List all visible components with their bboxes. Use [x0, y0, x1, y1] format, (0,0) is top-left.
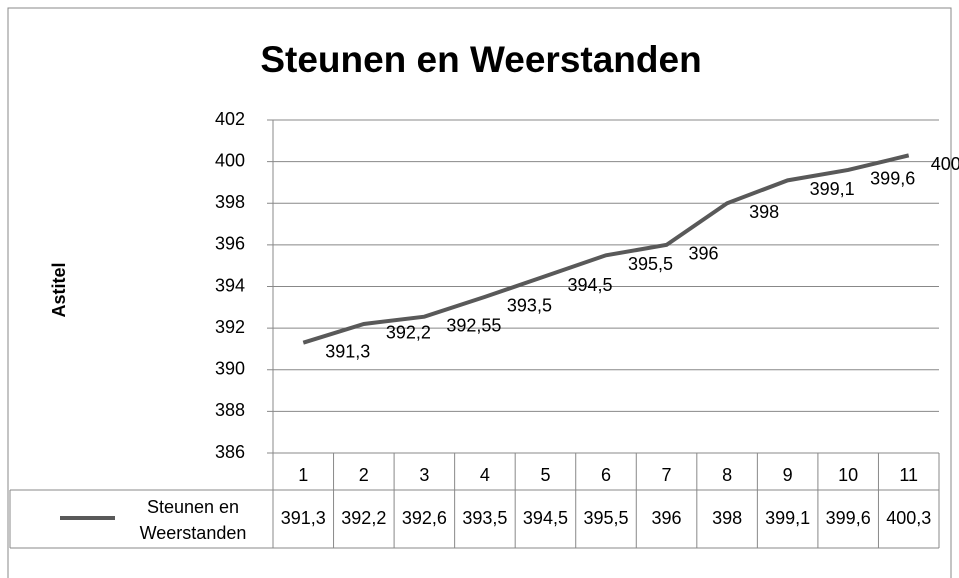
data-label: 393,5: [507, 296, 552, 316]
x-tick-label: 3: [419, 465, 429, 485]
series-line: [302, 153, 910, 345]
table-value: 395,5: [583, 508, 628, 528]
y-tick-label: 400: [215, 150, 245, 170]
table-value: 394,5: [523, 508, 568, 528]
x-tick-label: 5: [540, 465, 550, 485]
x-tick-label: 7: [662, 465, 672, 485]
data-label: 391,3: [325, 341, 370, 361]
data-label: 392,2: [386, 323, 431, 343]
y-tick-label: 388: [215, 400, 245, 420]
x-tick-label: 11: [899, 465, 918, 485]
chart-title: Steunen en Weerstanden: [260, 39, 701, 80]
y-tick-label: 394: [215, 275, 245, 295]
data-label: 392,55: [446, 315, 501, 335]
table-value: 398: [712, 508, 742, 528]
data-label: 399,1: [810, 179, 855, 199]
table-value: 399,6: [826, 508, 871, 528]
y-tick-label: 396: [215, 234, 245, 254]
table-value: 393,5: [462, 508, 507, 528]
table-value: 391,3: [281, 508, 326, 528]
y-tick-label: 398: [215, 192, 245, 212]
y-tick-label: 392: [215, 317, 245, 337]
data-label: 400,3: [931, 154, 959, 174]
data-label: 394,5: [567, 275, 612, 295]
x-tick-label: 6: [601, 465, 611, 485]
data-label: 395,5: [628, 254, 673, 274]
table-value: 400,3: [886, 508, 931, 528]
x-tick-label: 2: [359, 465, 369, 485]
x-tick-label: 9: [783, 465, 793, 485]
y-tick-label: 390: [215, 359, 245, 379]
data-label: 399,6: [870, 169, 915, 189]
x-tick-label: 4: [480, 465, 490, 485]
y-axis-title: Astitel: [49, 262, 69, 317]
table-value: 399,1: [765, 508, 810, 528]
data-label: 398: [749, 202, 779, 222]
chart-border: [7, 7, 952, 578]
y-tick-label: 402: [215, 109, 245, 129]
legend-label: Steunen en Weerstanden: [139, 497, 247, 543]
data-label: 396: [689, 244, 719, 264]
table-value: 392,6: [402, 508, 447, 528]
x-tick-label: 10: [838, 465, 858, 485]
table-value: 396: [652, 508, 682, 528]
x-tick-label: 1: [298, 465, 308, 485]
table-value: 392,2: [341, 508, 386, 528]
x-tick-label: 8: [722, 465, 732, 485]
y-tick-label: 386: [215, 442, 245, 462]
